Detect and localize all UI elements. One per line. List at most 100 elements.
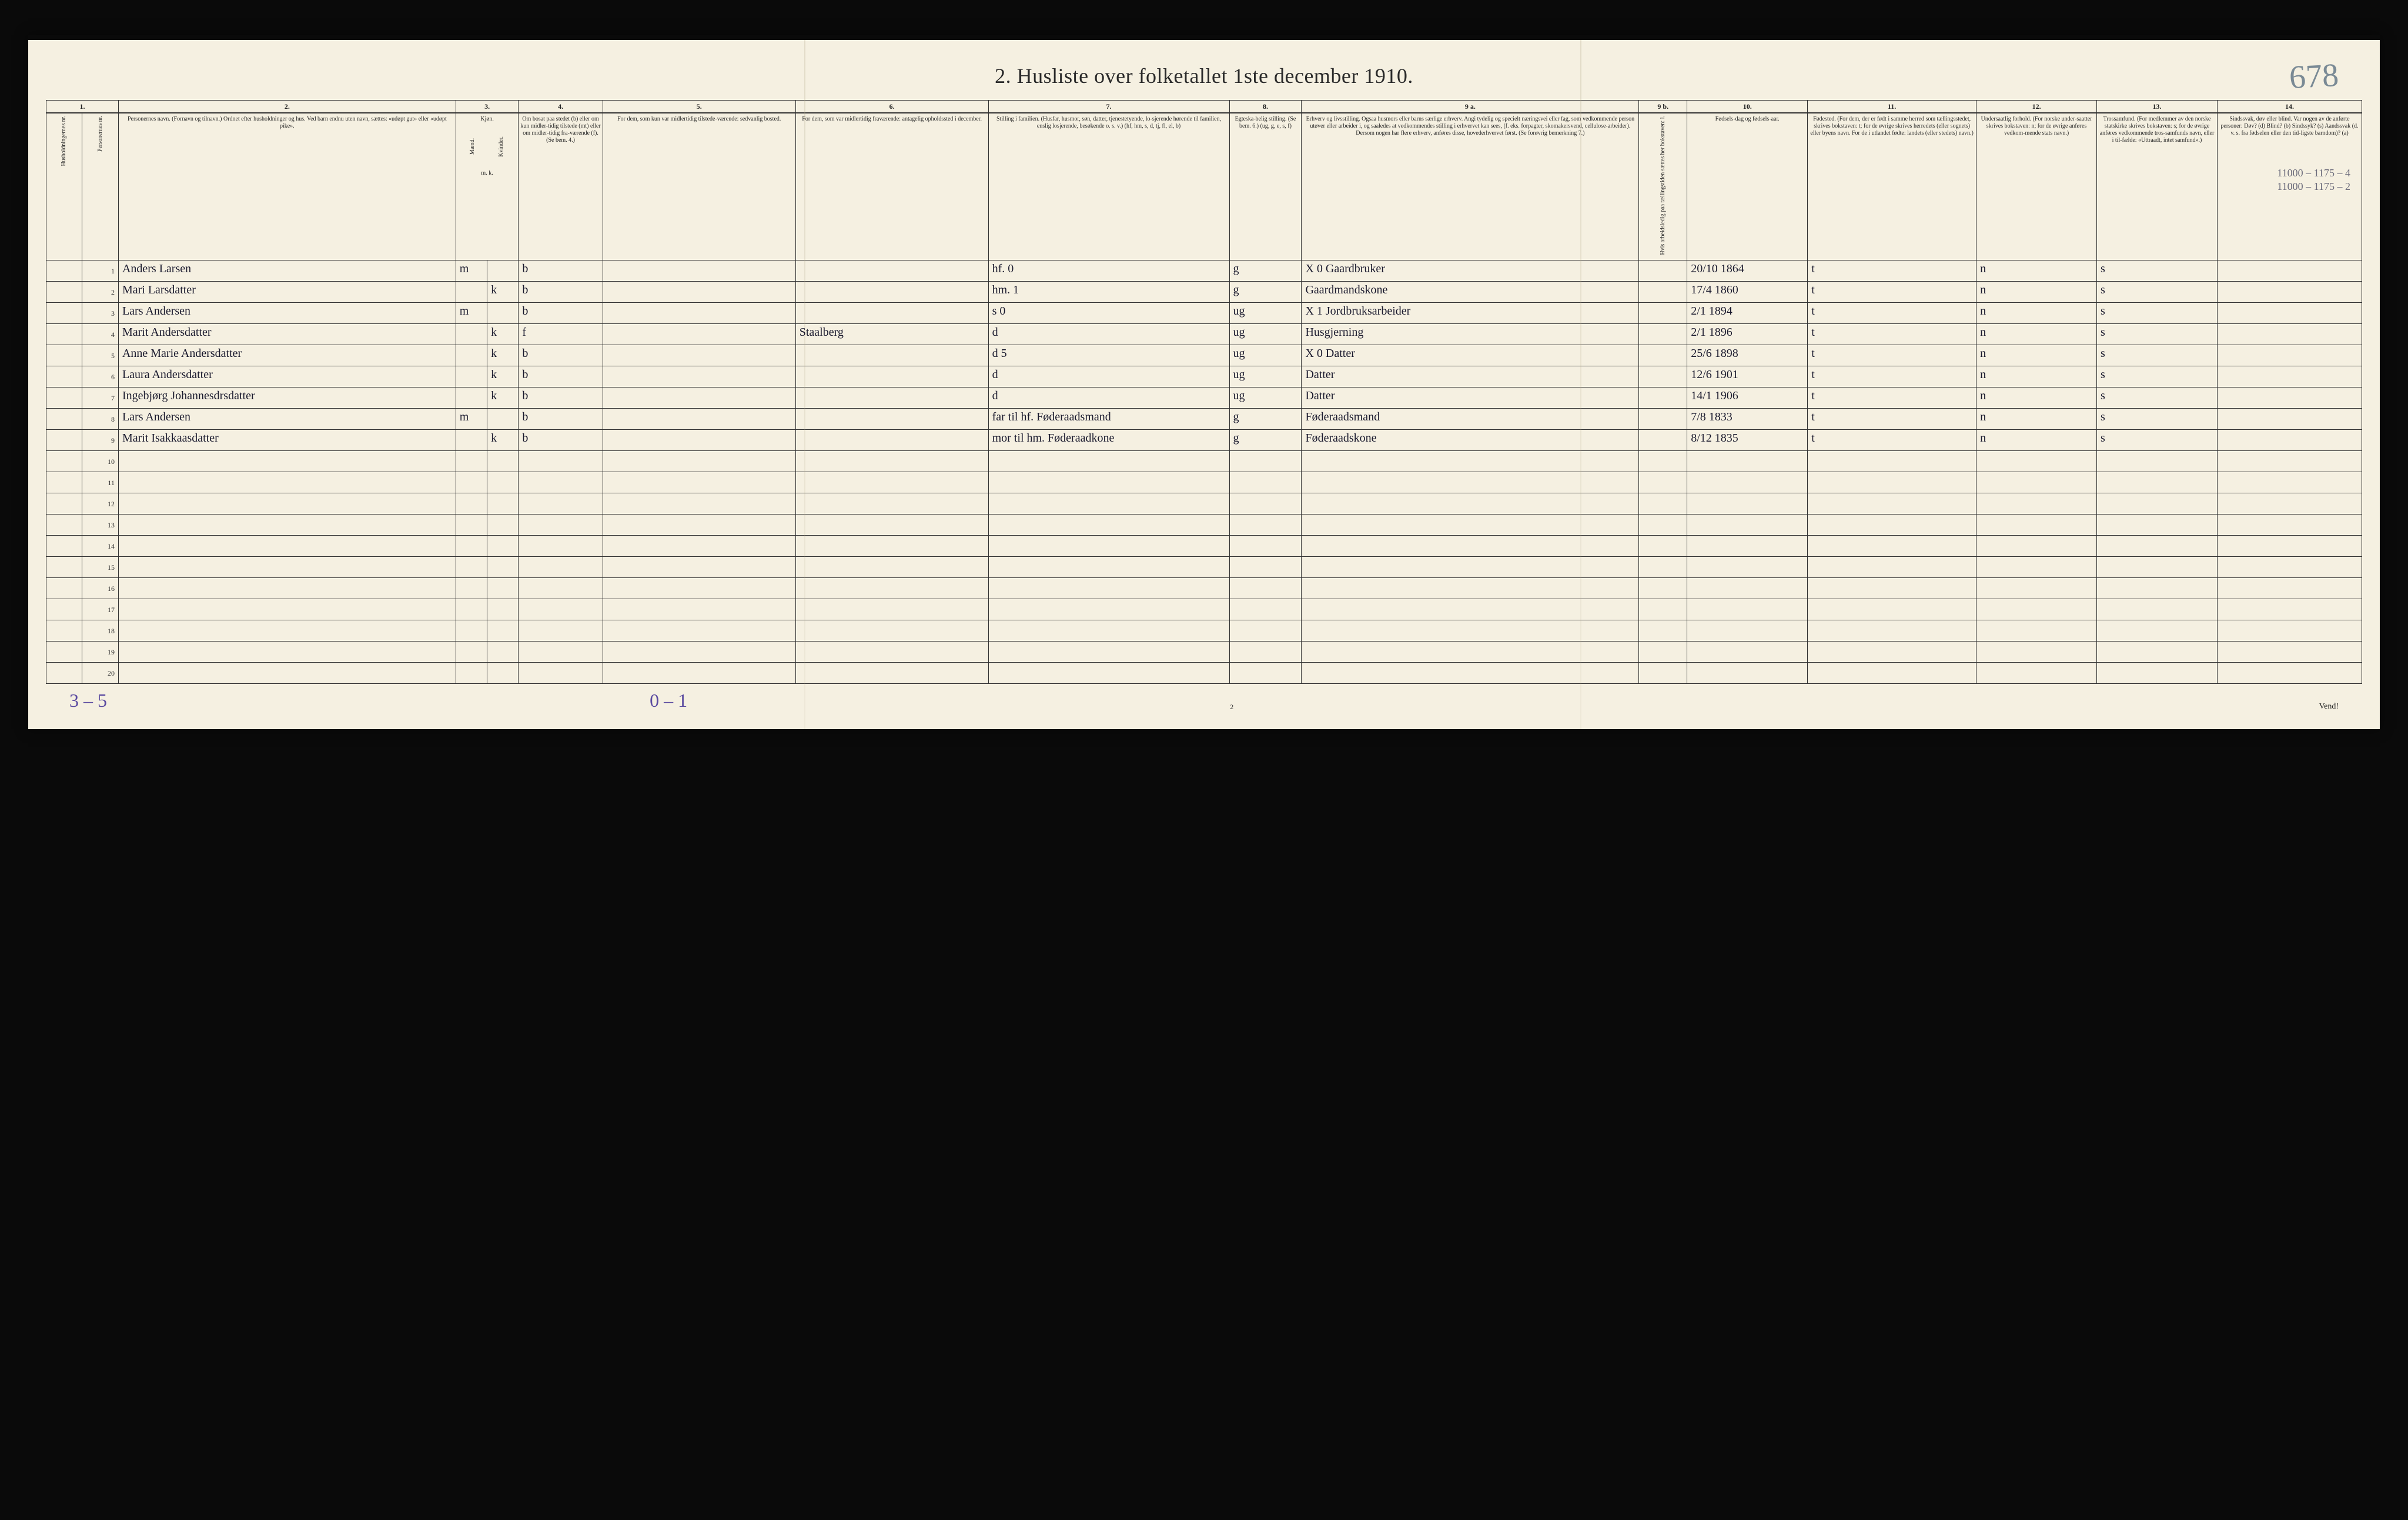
empty-cell (988, 536, 1229, 557)
empty-cell (1302, 578, 1639, 599)
table-row: 1Anders Larsenmbhf. 0gX 0 Gaardbruker20/… (46, 260, 2362, 282)
empty-cell (46, 472, 82, 493)
status-cell: b (519, 345, 603, 366)
empty-cell (46, 557, 82, 578)
empty-cell (2097, 642, 2218, 663)
empty-cell (1808, 642, 1976, 663)
empty-cell (2097, 515, 2218, 536)
empty-cell (2097, 599, 2218, 620)
empty-cell (2217, 557, 2362, 578)
birth-cell: 2/1 1896 (1687, 324, 1808, 345)
empty-cell (1229, 515, 1302, 536)
empty-cell (2097, 472, 2218, 493)
empty-cell (487, 493, 519, 515)
header-name: Personernes navn. (Fornavn og tilnavn.) … (118, 113, 456, 260)
empty-cell (487, 515, 519, 536)
empty-cell (1687, 578, 1808, 599)
empty-cell (1808, 663, 1976, 684)
empty-cell (2097, 620, 2218, 642)
nation-cell: n (1976, 387, 2097, 409)
occupation-cell: X 0 Gaardbruker (1302, 260, 1639, 282)
faith-cell: s (2097, 260, 2218, 282)
empty-cell (456, 451, 487, 472)
footer-vend: Vend! (2319, 702, 2339, 711)
empty-cell (1976, 451, 2097, 472)
disability-cell (2217, 345, 2362, 366)
empty-cell (603, 536, 795, 557)
empty-cell (795, 599, 988, 620)
sex-m-cell (456, 282, 487, 303)
rownum-cell: 7 (82, 387, 118, 409)
empty-cell (1639, 536, 1687, 557)
empty-cell (1229, 472, 1302, 493)
ledig-cell (1639, 430, 1687, 451)
empty-cell (603, 620, 795, 642)
table-row-empty: 16 (46, 578, 2362, 599)
table-row: 9Marit Isakkaasdatterkbmor til hm. Føder… (46, 430, 2362, 451)
table-row-empty: 19 (46, 642, 2362, 663)
faith-cell: s (2097, 430, 2218, 451)
family-cell: hm. 1 (988, 282, 1229, 303)
empty-cell (118, 493, 456, 515)
header-family-position: Stilling i familien. (Husfar, husmor, sø… (988, 113, 1229, 260)
table-row-empty: 14 (46, 536, 2362, 557)
empty-cell (1639, 663, 1687, 684)
empty-cell (1808, 472, 1976, 493)
footer-note-left: 3 – 5 (69, 690, 107, 711)
birth-cell: 7/8 1833 (1687, 409, 1808, 430)
usual-cell (603, 345, 795, 366)
table-row-empty: 15 (46, 557, 2362, 578)
page-title: 2. Husliste over folketallet 1ste decemb… (995, 64, 1413, 88)
empty-cell (1976, 578, 2097, 599)
header-birthdate: Fødsels-dag og fødsels-aar. (1687, 113, 1808, 260)
household-cell (46, 282, 82, 303)
empty-cell (1687, 472, 1808, 493)
ledig-cell (1639, 282, 1687, 303)
birth-cell: 2/1 1894 (1687, 303, 1808, 324)
empty-cell (456, 578, 487, 599)
empty-cell (988, 557, 1229, 578)
nation-cell: n (1976, 303, 2097, 324)
empty-cell (1639, 451, 1687, 472)
empty-cell (795, 451, 988, 472)
household-cell (46, 409, 82, 430)
empty-cell (1687, 663, 1808, 684)
family-cell: far til hf. Føderaadsmand (988, 409, 1229, 430)
table-row: 8Lars Andersenmbfar til hf. Føderaadsman… (46, 409, 2362, 430)
rownum-cell: 5 (82, 345, 118, 366)
margin-note-line2: 11000 – 1175 – 2 (2277, 180, 2350, 193)
faith-cell: s (2097, 282, 2218, 303)
table-row: 7Ingebjørg JohannesdrsdatterkbdugDatter1… (46, 387, 2362, 409)
marital-cell: ug (1229, 366, 1302, 387)
disability-cell (2217, 324, 2362, 345)
empty-cell (2217, 620, 2362, 642)
empty-cell (1229, 493, 1302, 515)
empty-cell (46, 515, 82, 536)
status-cell: b (519, 366, 603, 387)
household-cell (46, 430, 82, 451)
empty-cell (2097, 557, 2218, 578)
away-cell (795, 430, 988, 451)
name-cell: Mari Larsdatter (118, 282, 456, 303)
status-cell: b (519, 409, 603, 430)
status-cell: b (519, 303, 603, 324)
empty-cell (603, 578, 795, 599)
empty-cell (1229, 642, 1302, 663)
name-cell: Marit Andersdatter (118, 324, 456, 345)
empty-cell (46, 599, 82, 620)
empty-cell: 20 (82, 663, 118, 684)
disability-cell (2217, 260, 2362, 282)
empty-cell (1687, 642, 1808, 663)
empty-cell: 12 (82, 493, 118, 515)
empty-cell (1302, 515, 1639, 536)
footer-page-marker: 2 (1230, 703, 1233, 711)
empty-cell (603, 599, 795, 620)
name-cell: Anders Larsen (118, 260, 456, 282)
empty-cell (1229, 578, 1302, 599)
empty-cell (1687, 557, 1808, 578)
empty-cell (795, 536, 988, 557)
table-row-empty: 11 (46, 472, 2362, 493)
usual-cell (603, 282, 795, 303)
sex-m-cell: m (456, 409, 487, 430)
empty-cell (2217, 578, 2362, 599)
